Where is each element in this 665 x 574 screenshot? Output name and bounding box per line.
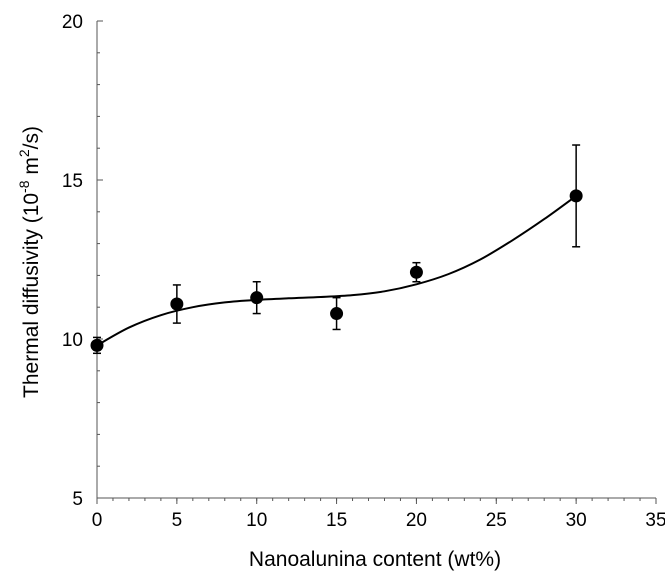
x-tick-label: 30 <box>566 510 587 531</box>
data-point <box>330 307 344 321</box>
x-tick-label: 25 <box>486 510 507 531</box>
data-point <box>250 291 264 305</box>
y-axis-label-exp2: 2 <box>16 149 32 157</box>
axes <box>96 21 656 499</box>
y-axis-label-exp1: -8 <box>16 180 32 193</box>
y-tick-label: 10 <box>62 330 83 351</box>
data-point <box>90 338 104 352</box>
x-tick-label: 0 <box>92 510 103 531</box>
x-tick-label: 35 <box>645 510 665 531</box>
x-tick-label: 5 <box>172 510 183 531</box>
data-point <box>569 189 583 203</box>
y-tick-label: 20 <box>62 12 83 33</box>
data-point <box>409 265 423 279</box>
x-tick-label: 20 <box>406 510 427 531</box>
data-point <box>170 297 184 311</box>
x-axis-label: Nanoalunina content (wt%) <box>249 548 501 571</box>
y-tick-label: 5 <box>72 489 83 510</box>
x-tick-label: 15 <box>326 510 347 531</box>
data-marks <box>90 144 583 355</box>
y-axis-label-suffix: /s) <box>20 126 43 149</box>
y-axis-label-prefix: Thermal diffusivity (10 <box>20 193 43 398</box>
y-axis-label-mid: m <box>20 157 43 180</box>
y-axis-label: Thermal diffusivity (10-8 m2/s) <box>16 126 43 398</box>
x-tick-label: 10 <box>246 510 267 531</box>
y-tick-label: 15 <box>62 171 83 192</box>
